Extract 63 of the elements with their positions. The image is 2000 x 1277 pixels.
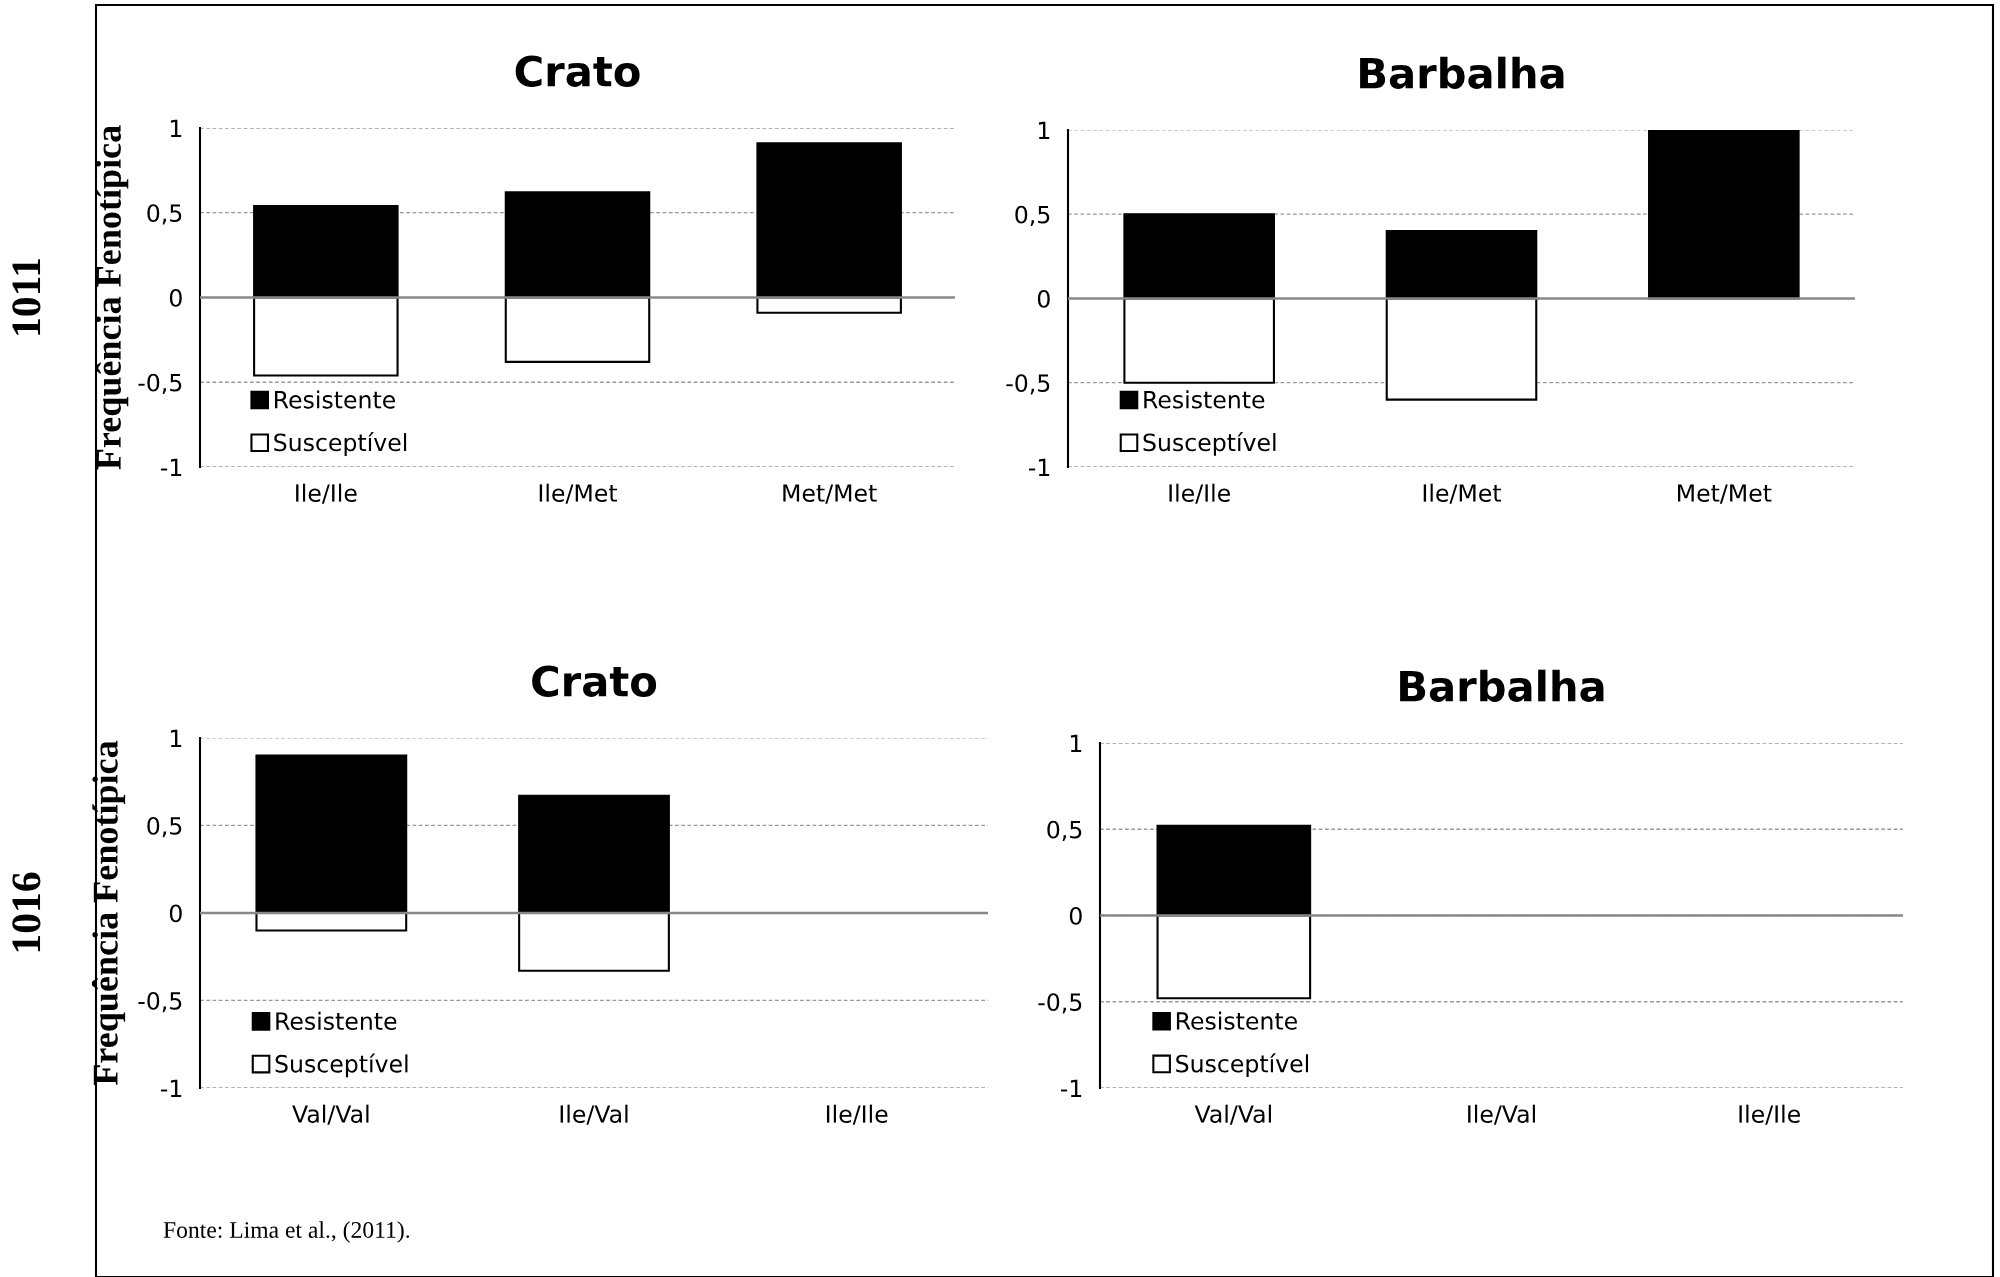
y-tick-label: -0,5 xyxy=(1038,993,1082,1014)
y-tick-label: 1 xyxy=(170,729,182,747)
x-tick-label: Ile/Val xyxy=(1468,1104,1535,1125)
legend-label: Resistente xyxy=(275,390,396,409)
y-tick-label: -1 xyxy=(1060,1079,1082,1097)
x-tick-label: Ile/Met xyxy=(1423,483,1502,504)
y-tick-label: 1 xyxy=(1038,121,1050,139)
x-tick-label: Ile/Met xyxy=(539,483,618,504)
legend-label: Susceptível xyxy=(1143,432,1276,456)
y-tick-label: 0,5 xyxy=(147,816,182,838)
text: 1016 xyxy=(12,872,41,952)
bar xyxy=(504,296,651,363)
y-tick-label: -1 xyxy=(160,458,182,476)
bar xyxy=(253,204,399,299)
y-tick-label: 0 xyxy=(169,904,182,923)
x-tick-label: Ile/Ile xyxy=(826,1104,888,1125)
y-tick-label: 0 xyxy=(1037,289,1050,308)
bar xyxy=(504,191,651,299)
x-tick-label: Met/Met xyxy=(1678,484,1772,504)
x-tick-label: Val/Val xyxy=(1194,1104,1271,1125)
y-axis-title: Frequência Fenotípica xyxy=(95,125,129,470)
bar xyxy=(1385,297,1538,401)
source-note: Fonte: Lima et al., (2011). xyxy=(163,1221,410,1243)
y-tick-label: -0,5 xyxy=(1006,374,1050,395)
x-tick-label: Ile/Val xyxy=(560,1104,628,1125)
bar xyxy=(756,142,902,299)
bar xyxy=(1385,230,1538,300)
bar xyxy=(255,754,408,915)
text: 1011 xyxy=(12,259,41,335)
y-tick-label: -0,5 xyxy=(138,991,182,1013)
y-tick-label: -1 xyxy=(160,1079,182,1097)
y-tick-label: 0 xyxy=(1069,906,1082,925)
y-tick-label: 1 xyxy=(170,119,182,137)
x-tick-label: Ile/Ile xyxy=(1739,1104,1800,1125)
y-tick-label: -1 xyxy=(1028,458,1050,476)
y-tick-label: 0,5 xyxy=(147,204,182,225)
y-axis-title: Frequência Fenotípica xyxy=(91,740,126,1086)
y-tick-label: 0,5 xyxy=(1015,205,1050,226)
x-tick-label: Met/Met xyxy=(783,484,877,504)
x-tick-label: Ile/Ile xyxy=(296,483,357,504)
y-tick-label: 0 xyxy=(169,288,182,307)
bar xyxy=(518,794,670,915)
chart-title: Barbalha xyxy=(1360,56,1564,89)
bar xyxy=(255,911,408,932)
bar xyxy=(253,296,399,377)
y-tick-label: -0,5 xyxy=(138,373,182,394)
chart-title: Barbalha xyxy=(1400,669,1604,702)
legend-label: Susceptível xyxy=(275,1053,408,1078)
chart-title: Crato xyxy=(515,55,640,87)
legend-label: Resistente xyxy=(1176,1011,1297,1030)
bar xyxy=(518,911,670,972)
legend-label: Susceptível xyxy=(274,432,407,456)
bar xyxy=(1123,297,1275,384)
x-tick-label: Ile/Ile xyxy=(1169,483,1230,504)
y-tick-label: 0,5 xyxy=(1047,820,1082,841)
legend-label: Susceptível xyxy=(1176,1053,1309,1078)
y-tick-label: 1 xyxy=(1070,734,1082,752)
bar xyxy=(1123,213,1275,300)
chart-title: Crato xyxy=(532,665,657,697)
legend-label: Resistente xyxy=(1144,390,1265,409)
x-tick-label: Val/Val xyxy=(292,1104,369,1125)
bar xyxy=(1648,130,1800,300)
legend-label: Resistente xyxy=(276,1011,397,1030)
